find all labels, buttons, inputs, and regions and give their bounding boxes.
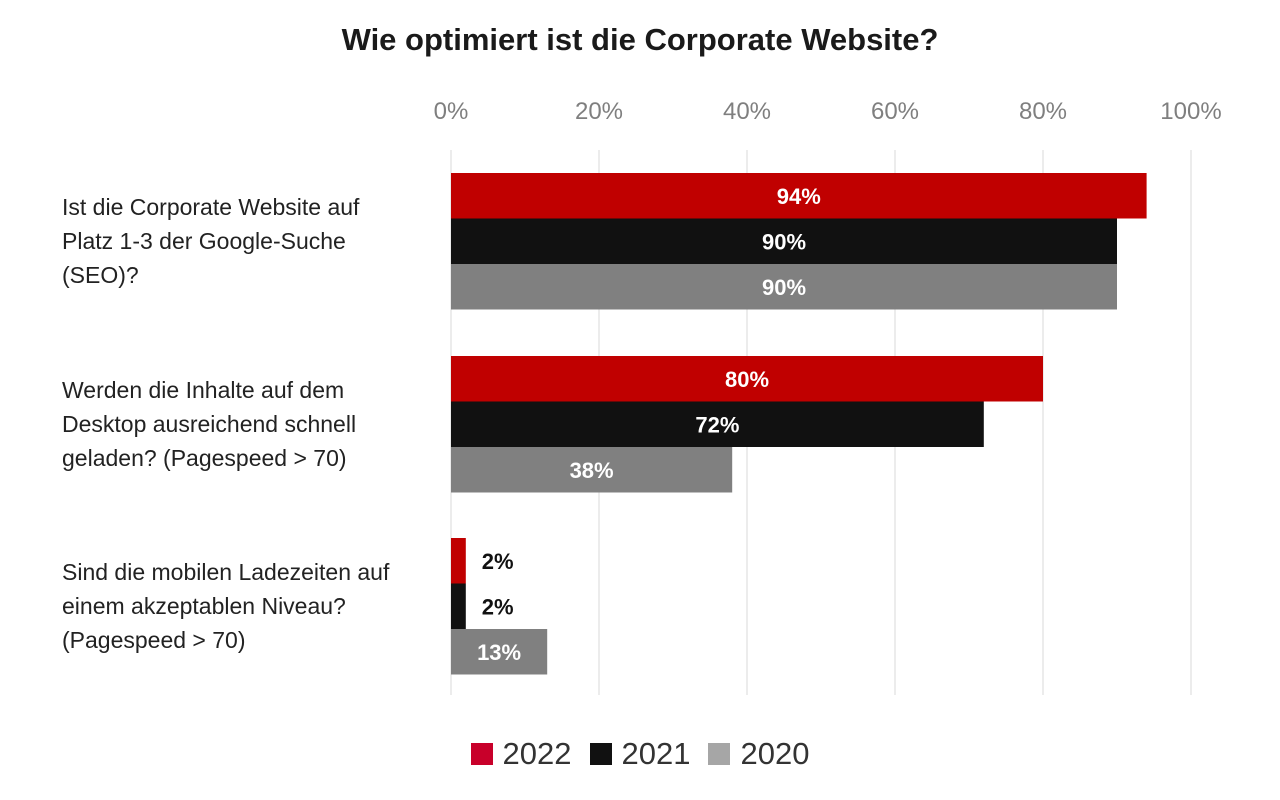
bar-2020 bbox=[451, 264, 1117, 310]
data-label: 13% bbox=[477, 640, 521, 665]
legend-item-2022: 2022 bbox=[470, 736, 572, 772]
category-label-line: Desktop ausreichend schnell bbox=[62, 411, 357, 438]
category-label: Ist die Corporate Website auf Platz 1-3 d… bbox=[62, 190, 432, 292]
legend-item-2020: 2020 bbox=[708, 736, 809, 772]
data-label: 2% bbox=[482, 594, 514, 619]
x-tick-label: 40% bbox=[723, 98, 771, 125]
x-tick-label: 0% bbox=[434, 98, 469, 125]
legend-swatch bbox=[589, 743, 612, 765]
bar-2022 bbox=[451, 538, 466, 584]
legend-label: 2022 bbox=[502, 736, 572, 771]
data-label: 90% bbox=[762, 275, 806, 300]
x-axis-ticks: 0% 20% 40% 60% 80% 100% bbox=[434, 98, 1222, 125]
category-label-line: Platz 1-3 der Google-Suche bbox=[62, 228, 346, 255]
x-tick-label: 80% bbox=[1019, 98, 1067, 125]
data-label: 38% bbox=[570, 458, 614, 483]
category-label-line: Ist die Corporate Website auf bbox=[62, 194, 360, 221]
data-label: 94% bbox=[777, 184, 821, 209]
category-label-line: einem akzeptablen Niveau? bbox=[62, 593, 346, 620]
data-label: 80% bbox=[725, 367, 769, 392]
x-tick-label: 60% bbox=[871, 98, 919, 125]
legend: 2022 2021 2020 bbox=[0, 736, 1280, 772]
legend-item-2021: 2021 bbox=[589, 736, 691, 772]
category-label-line: (SEO)? bbox=[62, 262, 139, 289]
category-label: Sind die mobilen Ladezeiten auf einem akz… bbox=[62, 555, 432, 657]
data-label: 90% bbox=[762, 229, 806, 254]
data-labels: 94% 80% 2% 90% 72% 2% 90% 38% 13% bbox=[477, 184, 821, 665]
category-label-line: Sind die mobilen Ladezeiten auf bbox=[62, 559, 390, 586]
category-label-line: Werden die Inhalte auf dem bbox=[62, 377, 345, 404]
bar-2022 bbox=[451, 173, 1147, 219]
x-tick-label: 100% bbox=[1160, 98, 1221, 125]
legend-label: 2020 bbox=[740, 736, 810, 771]
data-label: 2% bbox=[482, 549, 514, 574]
category-label: Werden die Inhalte auf dem Desktop ausrei… bbox=[62, 373, 432, 475]
category-label-line: (Pagespeed > 70) bbox=[62, 627, 246, 654]
legend-label: 2021 bbox=[621, 736, 691, 771]
bar-2022 bbox=[451, 356, 1043, 402]
x-tick-label: 20% bbox=[575, 98, 623, 125]
bars bbox=[451, 173, 1147, 675]
bar-2021 bbox=[451, 218, 1117, 264]
legend-swatch bbox=[708, 743, 731, 765]
legend-swatch bbox=[470, 743, 493, 765]
bar-2021 bbox=[451, 401, 984, 447]
bar-2020 bbox=[451, 447, 733, 493]
bar-2020 bbox=[451, 629, 548, 675]
data-label: 72% bbox=[695, 412, 739, 437]
bar-2021 bbox=[451, 583, 466, 629]
chart-title: Wie optimiert ist die Corporate Website? bbox=[341, 22, 939, 57]
category-label-line: geladen? (Pagespeed > 70) bbox=[62, 445, 347, 472]
